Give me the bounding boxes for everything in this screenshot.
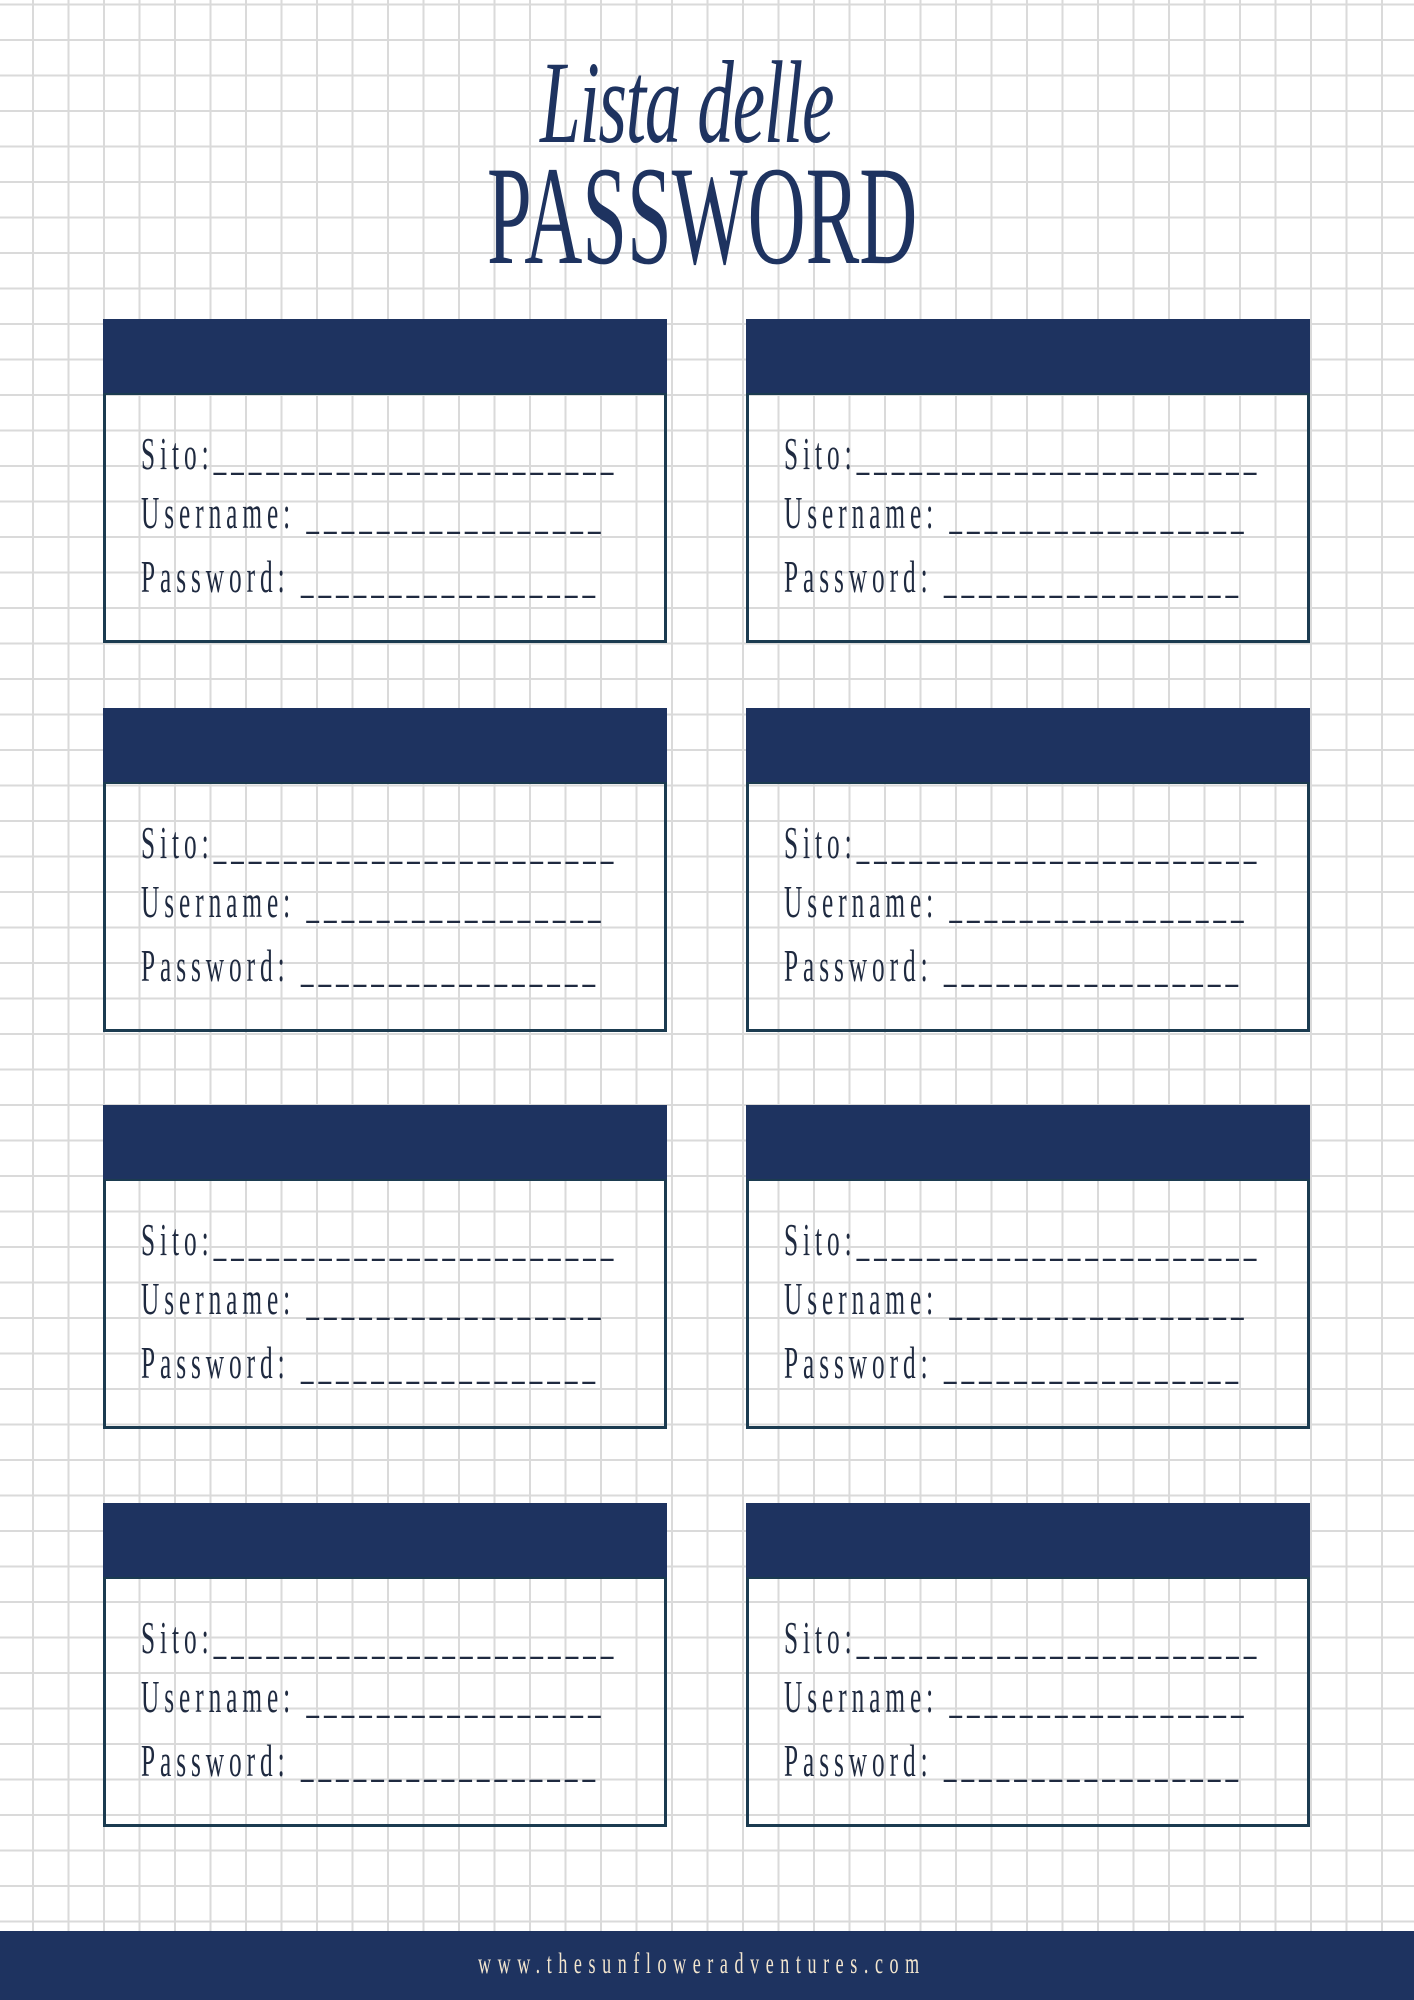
site-field[interactable]: Sito:_______________________: [784, 820, 1261, 866]
password-field[interactable]: Password: _________________: [141, 943, 600, 989]
password-label: Password:: [784, 551, 933, 602]
password-field[interactable]: Password: _________________: [784, 554, 1243, 600]
password-label: Password:: [141, 551, 290, 602]
site-label: Sito:: [784, 817, 857, 868]
password-blank: _________________: [943, 551, 1244, 602]
username-field[interactable]: Username: _________________: [784, 1276, 1249, 1322]
card-body: [746, 1179, 1310, 1429]
username-blank: _________________: [306, 1671, 606, 1722]
site-blank: _______________________: [856, 1612, 1262, 1663]
card-header[interactable]: [103, 1105, 667, 1179]
password-label: Password:: [141, 940, 290, 991]
username-blank: _________________: [306, 876, 606, 927]
site-blank: _______________________: [856, 428, 1262, 479]
card-body: [746, 782, 1310, 1032]
username-label: Username:: [141, 1273, 296, 1324]
site-label: Sito:: [784, 428, 857, 479]
username-blank: _________________: [949, 487, 1249, 538]
username-blank: _________________: [306, 487, 606, 538]
card-header[interactable]: [746, 1105, 1310, 1179]
site-blank: _______________________: [856, 817, 1262, 868]
site-label: Sito:: [784, 1214, 857, 1265]
card-body: [103, 782, 667, 1032]
username-field[interactable]: Username: _________________: [141, 1276, 606, 1322]
password-card: Sito:_______________________ Username: __…: [103, 319, 667, 643]
site-field[interactable]: Sito:_______________________: [141, 431, 618, 477]
card-body: [746, 1577, 1310, 1827]
password-blank: _________________: [300, 1735, 601, 1786]
password-field[interactable]: Password: _________________: [141, 1340, 600, 1386]
password-blank: _________________: [300, 1337, 601, 1388]
username-label: Username:: [784, 1671, 939, 1722]
password-card: Sito:_______________________ Username: __…: [103, 1503, 667, 1827]
site-label: Sito:: [784, 1612, 857, 1663]
password-field[interactable]: Password: _________________: [141, 1738, 600, 1784]
site-blank: _______________________: [856, 1214, 1262, 1265]
site-label: Sito:: [141, 428, 214, 479]
password-field[interactable]: Password: _________________: [784, 1340, 1243, 1386]
footer-bar: www.thesunfloweradventures.com: [0, 1931, 1414, 2000]
site-label: Sito:: [141, 817, 214, 868]
username-label: Username:: [784, 1273, 939, 1324]
card-body: [746, 393, 1310, 643]
site-label: Sito:: [141, 1214, 214, 1265]
site-field[interactable]: Sito:_______________________: [784, 1217, 1261, 1263]
password-field[interactable]: Password: _________________: [784, 1738, 1243, 1784]
username-label: Username:: [141, 487, 296, 538]
site-blank: _______________________: [213, 1612, 619, 1663]
site-field[interactable]: Sito:_______________________: [141, 1615, 618, 1661]
password-label: Password:: [784, 1337, 933, 1388]
username-label: Username:: [141, 876, 296, 927]
site-blank: _______________________: [213, 428, 619, 479]
site-blank: _______________________: [213, 1214, 619, 1265]
card-header[interactable]: [103, 1503, 667, 1577]
card-header[interactable]: [746, 708, 1310, 782]
password-blank: _________________: [943, 1735, 1244, 1786]
password-card: Sito:_______________________ Username: __…: [746, 708, 1310, 1032]
username-label: Username:: [141, 1671, 296, 1722]
password-blank: _________________: [300, 940, 601, 991]
password-card: Sito:_______________________ Username: __…: [746, 1105, 1310, 1429]
password-field[interactable]: Password: _________________: [141, 554, 600, 600]
card-header[interactable]: [103, 319, 667, 393]
username-field[interactable]: Username: _________________: [141, 1674, 606, 1720]
username-label: Username:: [784, 487, 939, 538]
site-field[interactable]: Sito:_______________________: [784, 1615, 1261, 1661]
page-title: PASSWORD: [487, 138, 918, 294]
password-blank: _________________: [943, 940, 1244, 991]
footer-website: www.thesunfloweradventures.com: [478, 1947, 926, 1980]
password-label: Password:: [784, 940, 933, 991]
username-field[interactable]: Username: _________________: [784, 1674, 1249, 1720]
card-header[interactable]: [103, 708, 667, 782]
password-card: Sito:_______________________ Username: __…: [103, 708, 667, 1032]
username-blank: _________________: [949, 876, 1249, 927]
password-label: Password:: [141, 1735, 290, 1786]
username-field[interactable]: Username: _________________: [141, 490, 606, 536]
site-field[interactable]: Sito:_______________________: [784, 431, 1261, 477]
username-field[interactable]: Username: _________________: [784, 879, 1249, 925]
password-card: Sito:_______________________ Username: __…: [103, 1105, 667, 1429]
card-header[interactable]: [746, 1503, 1310, 1577]
card-body: [103, 1179, 667, 1429]
site-field[interactable]: Sito:_______________________: [141, 1217, 618, 1263]
username-field[interactable]: Username: _________________: [784, 490, 1249, 536]
password-blank: _________________: [943, 1337, 1244, 1388]
card-body: [103, 393, 667, 643]
site-label: Sito:: [141, 1612, 214, 1663]
username-blank: _________________: [949, 1273, 1249, 1324]
card-header[interactable]: [746, 319, 1310, 393]
username-label: Username:: [784, 876, 939, 927]
password-label: Password:: [141, 1337, 290, 1388]
username-blank: _________________: [949, 1671, 1249, 1722]
username-field[interactable]: Username: _________________: [141, 879, 606, 925]
password-card: Sito:_______________________ Username: __…: [746, 319, 1310, 643]
site-blank: _______________________: [213, 817, 619, 868]
password-blank: _________________: [300, 551, 601, 602]
card-body: [103, 1577, 667, 1827]
password-card: Sito:_______________________ Username: __…: [746, 1503, 1310, 1827]
password-field[interactable]: Password: _________________: [784, 943, 1243, 989]
username-blank: _________________: [306, 1273, 606, 1324]
password-label: Password:: [784, 1735, 933, 1786]
site-field[interactable]: Sito:_______________________: [141, 820, 618, 866]
